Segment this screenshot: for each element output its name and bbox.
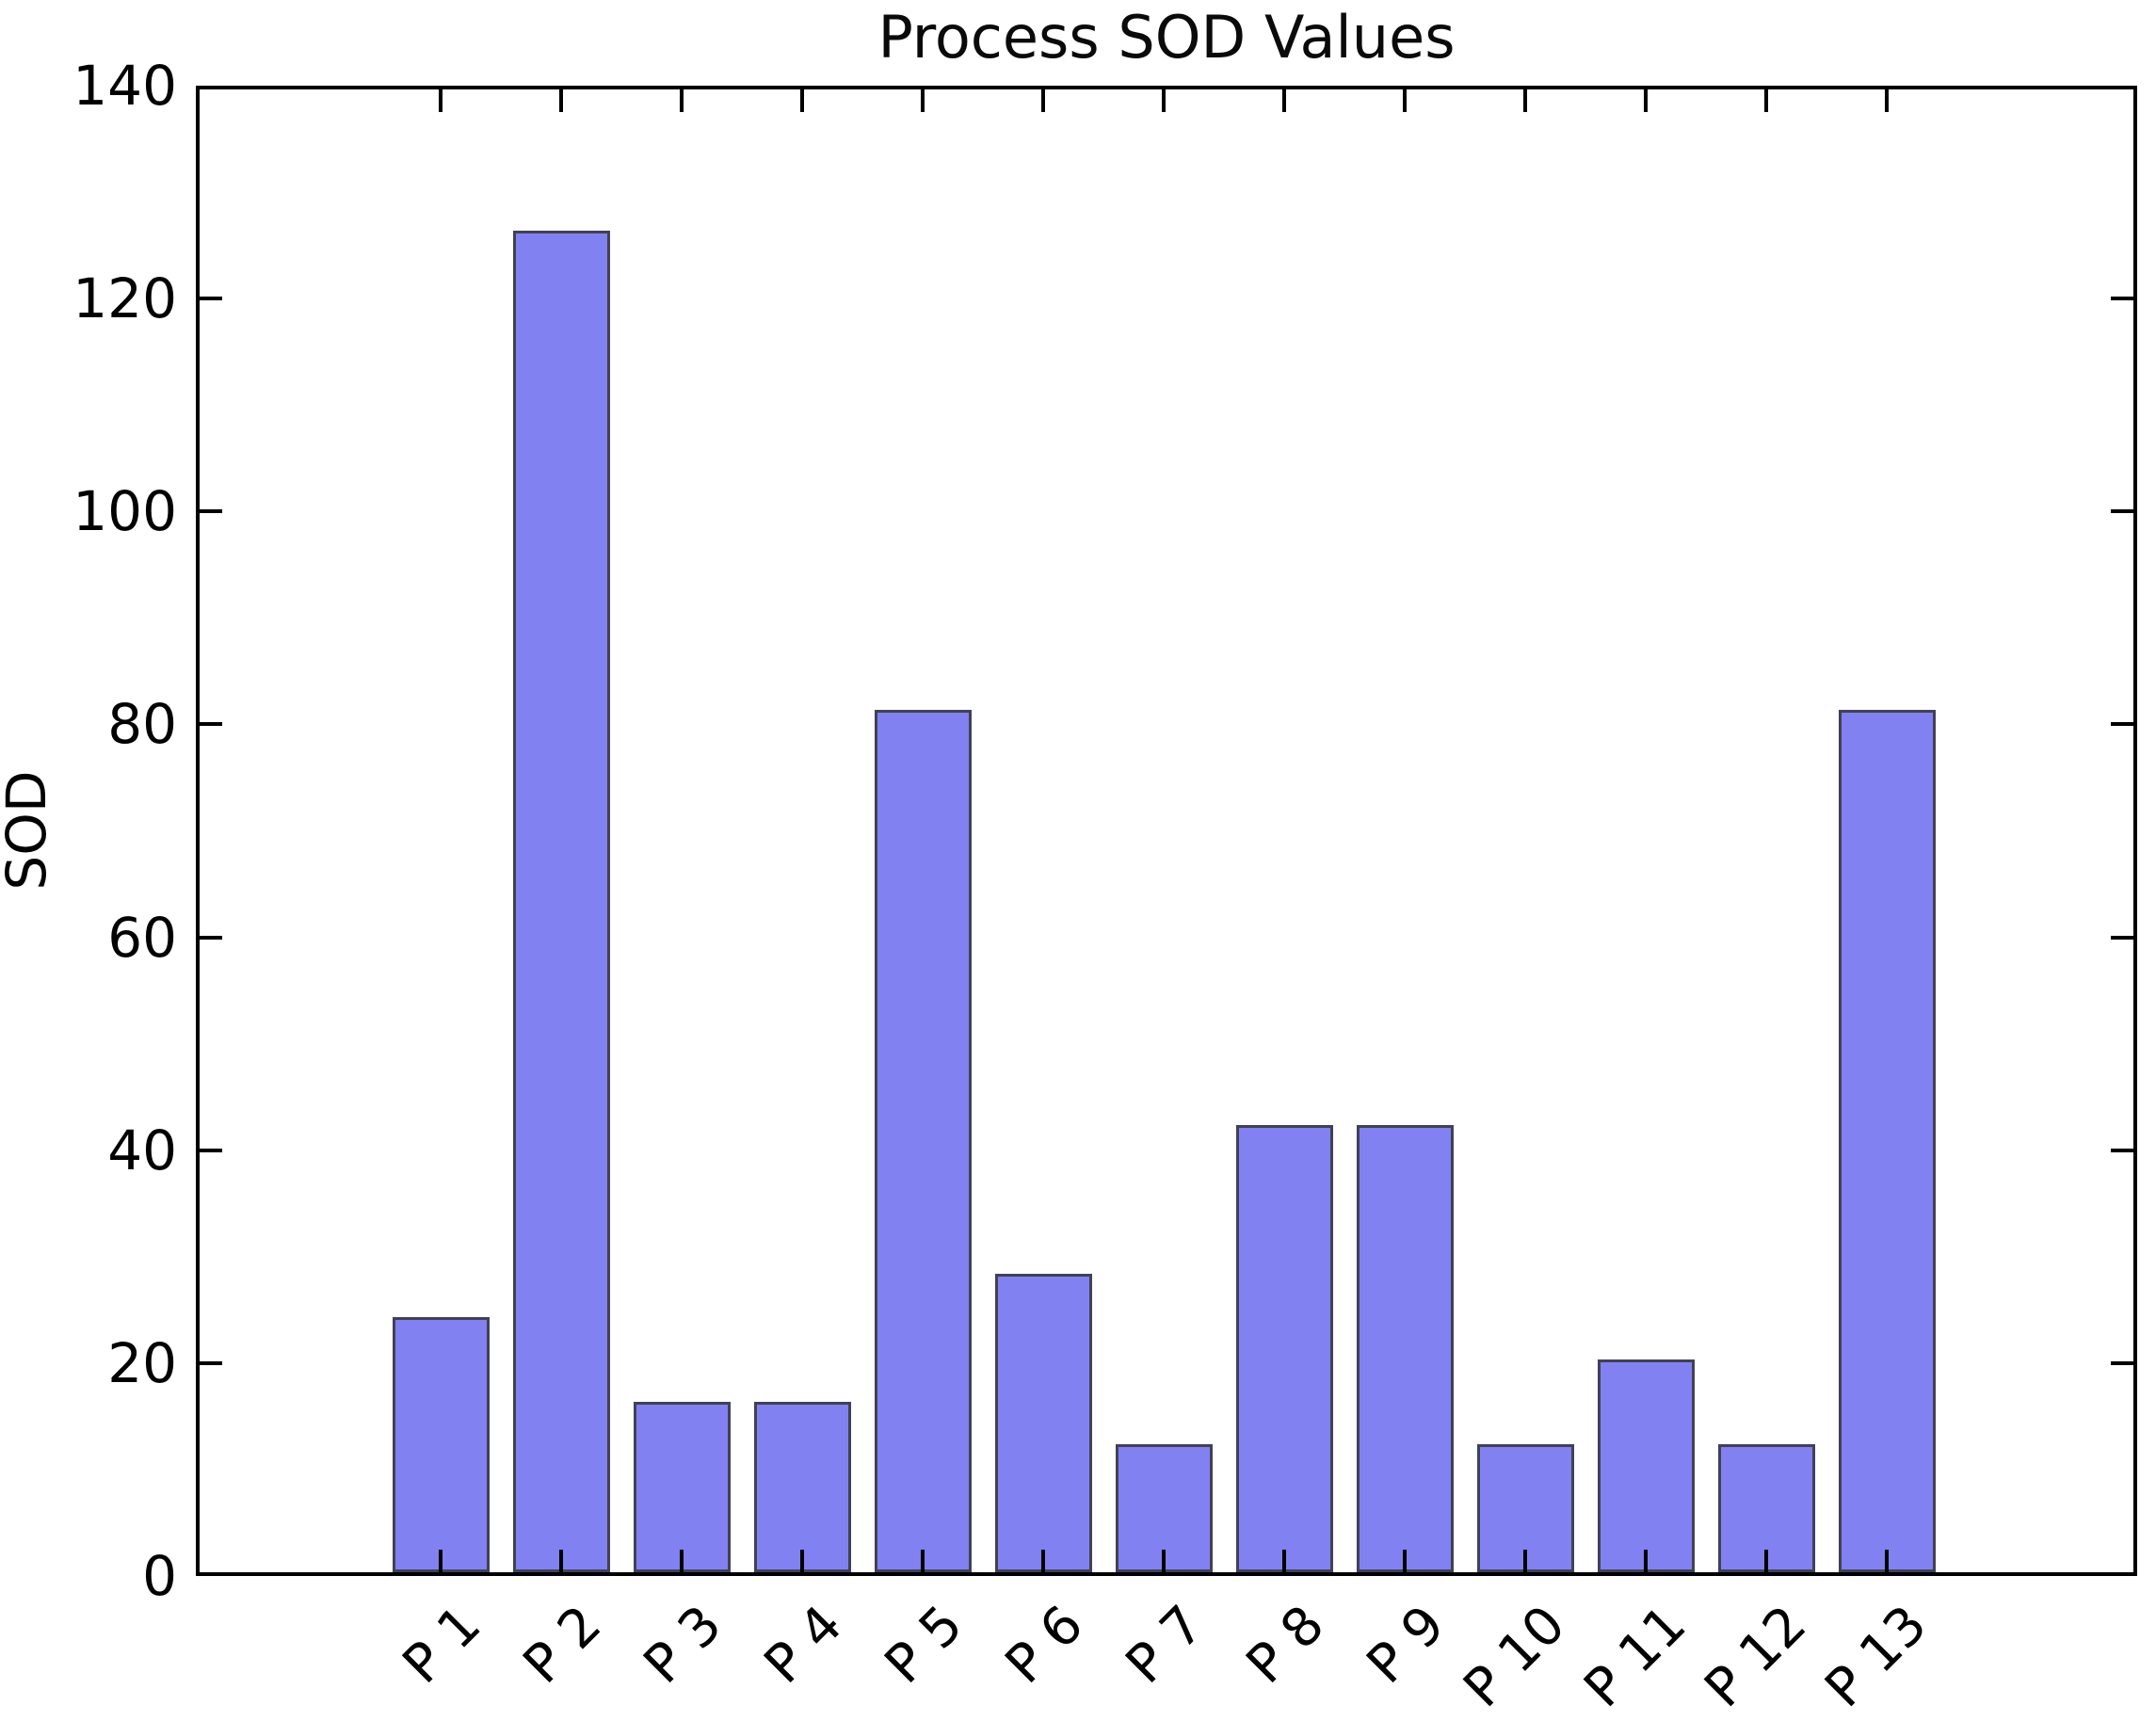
- y-tick-label: 80: [107, 692, 177, 757]
- y-tick-left: [200, 1360, 222, 1365]
- bar-p8: [1235, 1125, 1333, 1572]
- y-tick-left: [200, 935, 222, 940]
- x-tick-top: [1282, 89, 1286, 112]
- x-tick-bottom: [559, 1550, 563, 1572]
- bar-p5: [874, 710, 972, 1572]
- y-tick-label: 100: [72, 479, 177, 544]
- y-tick-right: [2111, 1360, 2133, 1365]
- x-tick-top: [1764, 89, 1768, 112]
- bar-p2: [512, 231, 610, 1572]
- y-tick-left: [200, 509, 222, 514]
- y-tick-label: 60: [107, 905, 177, 970]
- x-tick-bottom: [1523, 1550, 1527, 1572]
- x-tick-bottom: [680, 1550, 684, 1572]
- y-tick-left: [200, 297, 222, 301]
- x-tick-bottom: [1885, 1550, 1889, 1572]
- x-tick-top: [1403, 89, 1407, 112]
- y-tick-left: [200, 722, 222, 727]
- x-tick-bottom: [1403, 1550, 1407, 1572]
- y-tick-right: [2111, 935, 2133, 940]
- bar-p4: [753, 1402, 851, 1572]
- x-tick-top: [680, 89, 684, 112]
- x-tick-bottom: [1162, 1550, 1166, 1572]
- x-tick-bottom: [439, 1550, 442, 1572]
- x-tick-top: [1885, 89, 1889, 112]
- y-tick-label: 120: [72, 266, 177, 331]
- bar-p3: [633, 1402, 731, 1572]
- y-tick-label: 140: [72, 54, 177, 118]
- y-tick-left: [200, 1148, 222, 1152]
- chart-title: Process SOD Values: [877, 3, 1456, 72]
- x-tick-top: [559, 89, 563, 112]
- x-tick-top: [921, 89, 925, 112]
- x-tick-top: [439, 89, 442, 112]
- y-tick-label: 20: [107, 1330, 177, 1395]
- x-tick-bottom: [800, 1550, 804, 1572]
- x-tick-top: [1162, 89, 1166, 112]
- bar-p6: [994, 1274, 1092, 1572]
- y-tick-right: [2111, 722, 2133, 727]
- bar-p13: [1838, 710, 1936, 1572]
- x-tick-bottom: [1644, 1550, 1648, 1572]
- x-tick-bottom: [1041, 1550, 1045, 1572]
- x-tick-top: [1523, 89, 1527, 112]
- x-tick-top: [1644, 89, 1648, 112]
- y-tick-label: 0: [142, 1544, 177, 1608]
- plot-area: [196, 86, 2137, 1576]
- x-tick-bottom: [921, 1550, 925, 1572]
- x-tick-top: [1041, 89, 1045, 112]
- y-tick-label: 40: [107, 1118, 177, 1182]
- x-tick-bottom: [1764, 1550, 1768, 1572]
- y-tick-right: [2111, 297, 2133, 301]
- x-tick-top: [800, 89, 804, 112]
- x-tick-bottom: [1282, 1550, 1286, 1572]
- bar-p9: [1356, 1125, 1454, 1572]
- y-tick-right: [2111, 1148, 2133, 1152]
- x-tick-label: P 1: [391, 1594, 493, 1696]
- bar-p11: [1597, 1359, 1695, 1572]
- bar-p1: [392, 1317, 490, 1572]
- y-tick-right: [2111, 509, 2133, 514]
